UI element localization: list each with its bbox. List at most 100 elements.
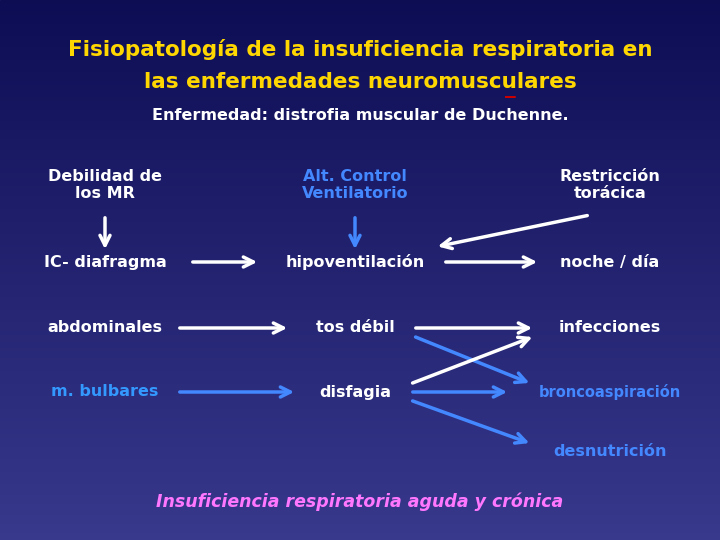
Bar (0, 427, 720, 428)
Bar (0, 50, 720, 52)
Bar (0, 363, 720, 366)
Bar (0, 293, 720, 295)
Bar (0, 441, 720, 443)
Bar (0, 166, 720, 167)
Bar (0, 61, 720, 63)
Bar (0, 239, 720, 241)
Text: abdominales: abdominales (48, 321, 163, 335)
Bar (0, 135, 720, 137)
Bar (0, 5, 720, 7)
Bar (0, 444, 720, 447)
Bar (0, 401, 720, 403)
Bar (0, 223, 720, 225)
Bar (0, 254, 720, 255)
Bar (0, 227, 720, 228)
Bar (0, 501, 720, 502)
Text: las enfermedades neuromusculares: las enfermedades neuromusculares (143, 72, 577, 92)
Bar (0, 421, 720, 423)
Bar (0, 65, 720, 66)
Bar (0, 346, 720, 347)
Bar (0, 36, 720, 38)
Bar (0, 306, 720, 308)
Bar (0, 437, 720, 439)
Bar (0, 322, 720, 324)
Bar (0, 448, 720, 450)
Bar (0, 434, 720, 436)
Bar (0, 272, 720, 274)
Bar (0, 29, 720, 31)
Text: Insuficiencia respiratoria aguda y crónica: Insuficiencia respiratoria aguda y cróni… (156, 492, 564, 511)
Bar (0, 279, 720, 281)
Bar (0, 214, 720, 216)
Bar (0, 475, 720, 477)
Bar (0, 22, 720, 23)
Bar (0, 144, 720, 146)
Bar (0, 27, 720, 29)
Bar (0, 58, 720, 59)
Bar (0, 191, 720, 193)
Bar (0, 333, 720, 335)
Bar (0, 92, 720, 93)
Bar (0, 83, 720, 85)
Text: Fisiopatología de la insuficiencia respiratoria en: Fisiopatología de la insuficiencia respi… (68, 39, 652, 60)
Bar (0, 432, 720, 434)
Bar (0, 490, 720, 491)
Bar (0, 160, 720, 162)
Text: Alt. Control
Ventilatorio: Alt. Control Ventilatorio (302, 169, 408, 201)
Bar (0, 115, 720, 117)
Bar (0, 265, 720, 266)
Bar (0, 43, 720, 45)
Bar (0, 484, 720, 486)
Bar (0, 274, 720, 275)
Bar (0, 347, 720, 349)
Bar (0, 313, 720, 315)
Bar (0, 488, 720, 490)
Bar (0, 481, 720, 482)
Bar (0, 47, 720, 49)
Bar (0, 187, 720, 189)
Bar (0, 158, 720, 160)
Bar (0, 182, 720, 184)
Bar (0, 474, 720, 475)
Text: hipoventilación: hipoventilación (285, 254, 425, 270)
Bar (0, 378, 720, 380)
Bar (0, 285, 720, 286)
Bar (0, 277, 720, 279)
Bar (0, 216, 720, 218)
Bar (0, 498, 720, 501)
Bar (0, 218, 720, 220)
Bar (0, 459, 720, 461)
Bar (0, 63, 720, 65)
Bar (0, 167, 720, 169)
Bar (0, 169, 720, 171)
Bar (0, 18, 720, 20)
Bar (0, 331, 720, 333)
Bar (0, 231, 720, 232)
Bar (0, 76, 720, 77)
Bar (0, 198, 720, 200)
Text: Restricción
torácica: Restricción torácica (559, 169, 660, 201)
Bar (0, 288, 720, 290)
Bar (0, 7, 720, 9)
Bar (0, 344, 720, 346)
Bar (0, 126, 720, 128)
Bar (0, 130, 720, 131)
Bar (0, 258, 720, 259)
Bar (0, 482, 720, 484)
Bar (0, 243, 720, 245)
Bar (0, 412, 720, 414)
Bar (0, 522, 720, 524)
Bar (0, 328, 720, 329)
Bar (0, 295, 720, 297)
Bar (0, 34, 720, 36)
Bar (0, 120, 720, 123)
Bar (0, 508, 720, 509)
Bar (0, 140, 720, 142)
Bar (0, 405, 720, 407)
Text: Debilidad de
los MR: Debilidad de los MR (48, 169, 162, 201)
Bar (0, 309, 720, 312)
Bar (0, 466, 720, 468)
Bar (0, 454, 720, 455)
Bar (0, 261, 720, 263)
Bar (0, 228, 720, 231)
